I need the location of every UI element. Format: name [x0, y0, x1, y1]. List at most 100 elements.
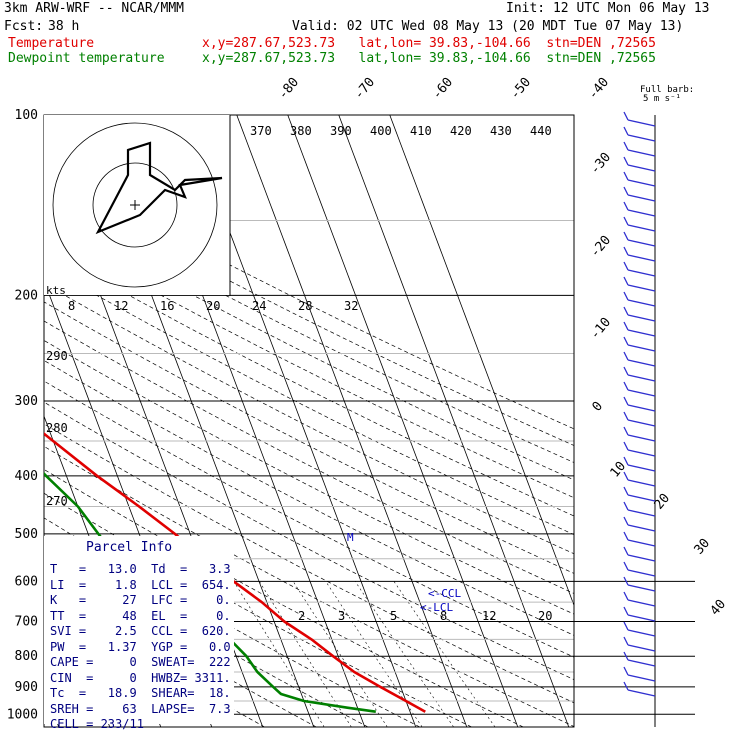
parcel-row: T = 13.0 Td = 3.3 [50, 562, 231, 576]
wind-barb [623, 651, 656, 667]
pressure-label: 900 [15, 680, 38, 695]
wind-barb [623, 111, 656, 127]
isotherm-label: -70 [352, 75, 379, 103]
wind-barb [623, 141, 656, 157]
isotherm-line [0, 115, 8, 727]
mixing-ratio-line [233, 581, 325, 727]
dry-adiabat [44, 301, 574, 574]
hodograph-origin [130, 200, 140, 210]
wind-barb [623, 576, 656, 592]
legend-dewpoint-info: x,y=287.67,523.73 lat,lon= 39.83,-104.66… [202, 51, 656, 66]
dry-adiabat-label: 270 [46, 494, 68, 508]
parcel-row: TT = 48 EL = 0. [50, 608, 231, 623]
wind-barb [623, 261, 656, 277]
isotherm-label: -80 [276, 75, 303, 103]
hodograph-speed-label: 28 [298, 299, 312, 313]
mixing-ratio-label: 3 [338, 609, 345, 623]
dry-adiabat-label: 290 [46, 349, 68, 363]
legend-temperature-info: x,y=287.67,523.73 lat,lon= 39.83,-104.66… [202, 36, 656, 51]
parcel-row: Tc = 18.9 SHEAR= 18. [50, 686, 231, 700]
temperature-line [44, 432, 426, 713]
wind-barb [623, 366, 656, 382]
dry-adiabat [44, 340, 574, 615]
dry-adiabat [44, 360, 574, 636]
mixing-ratio-label: 20 [538, 609, 552, 623]
isotherm-line [338, 115, 570, 727]
mixing-ratio-line [259, 581, 352, 727]
pressure-label: 800 [15, 649, 38, 664]
isotherm-label: 40 [708, 597, 730, 619]
parcel-row: SREH = 63 LAPSE= 7.3 [50, 701, 231, 716]
wind-barb [623, 546, 656, 562]
hodograph-speed-label: 16 [160, 299, 174, 313]
wind-barb [623, 561, 656, 577]
wind-barb [623, 426, 656, 442]
dry-adiabat [44, 320, 574, 594]
isotherm-label: 0 [590, 399, 607, 415]
isotherm-label: -60 [430, 75, 457, 103]
theta-label: 420 [450, 124, 472, 138]
pressure-label: 1000 [7, 707, 38, 722]
isotherm-label: -10 [588, 315, 615, 343]
theta-label: 390 [330, 124, 352, 138]
wind-barb [623, 186, 656, 202]
isotherm-line [236, 115, 468, 727]
mixing-ratio-grid [233, 581, 496, 727]
dry-adiabat [44, 213, 574, 481]
wind-barb [623, 291, 656, 307]
barb-legend-units: 5 m s⁻¹ [643, 94, 681, 104]
parcel-row: CELL = 233/11 [50, 717, 188, 731]
wind-barb [623, 321, 656, 337]
parcel-row: CAPE = 0 SWEAT= 222 [50, 655, 231, 669]
wind-barb [623, 471, 656, 487]
wind-barb [623, 126, 656, 142]
parcel-row: CIN = 0 HWBZ= 3311. [50, 670, 231, 685]
isotherm-line [389, 115, 574, 607]
pressure-label: 200 [15, 288, 38, 303]
wind-barb [623, 486, 656, 502]
wind-barb [623, 606, 656, 622]
wind-barb [623, 276, 656, 292]
dry-adiabat [44, 423, 574, 704]
theta-label: 400 [370, 124, 392, 138]
wind-barb [623, 351, 656, 367]
mixing-ratio-label: 8 [440, 609, 447, 623]
wind-barb [623, 666, 656, 682]
wind-barb [623, 381, 656, 397]
dry-adiabat [44, 445, 574, 727]
theta-label: 370 [250, 124, 272, 138]
wind-barb [623, 231, 656, 247]
lcl-marker: <-LCL [420, 601, 453, 614]
wind-barb [623, 501, 656, 517]
parcel-info-title: Parcel Info [86, 540, 173, 555]
valid-time: Valid: 02 UTC Wed 08 May 13 (20 MDT Tue … [292, 19, 684, 34]
parcel-info-box [44, 536, 234, 724]
mixing-ratio-line [354, 581, 454, 727]
wind-barb [623, 636, 656, 652]
dry-adiabat [44, 282, 574, 555]
mixing-ratio-line [292, 581, 388, 727]
dry-adiabat [44, 401, 574, 680]
dry-adiabat [44, 492, 472, 727]
wind-barb [623, 306, 656, 322]
wind-barb [623, 411, 656, 427]
hodograph-units-label: kts [46, 284, 66, 297]
theta-label: 410 [410, 124, 432, 138]
wind-barbs [623, 111, 656, 697]
isotherm-label: -20 [588, 233, 615, 261]
hodograph-ring [92, 162, 178, 248]
isotherm-line [287, 115, 519, 727]
pressure-label: 500 [15, 527, 38, 542]
fcst-label: Fcst: [4, 19, 44, 34]
dry-adiabat-label: 280 [46, 421, 68, 435]
hodograph-speed-label: 20 [206, 299, 220, 313]
wind-barb [623, 246, 656, 262]
wind-barb [623, 621, 656, 637]
wind-barb [623, 216, 656, 232]
theta-label: 380 [290, 124, 312, 138]
hodograph-speed-label: 32 [344, 299, 358, 313]
isotherm-label: -50 [508, 75, 535, 103]
wind-barb [623, 396, 656, 412]
parcel-row: K = 27 LFC = 0. [50, 593, 231, 607]
mixing-ratio-label: 2 [298, 609, 305, 623]
